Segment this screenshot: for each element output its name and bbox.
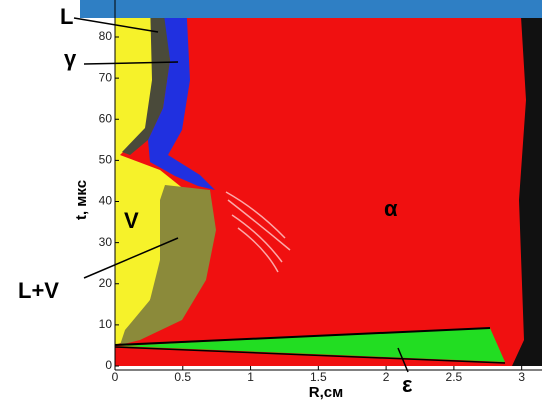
leader-line	[83, 237, 179, 279]
y-tick-label: 30	[99, 235, 113, 249]
annotation: ε	[402, 372, 413, 397]
streak	[237, 227, 279, 273]
y-tick-label: 0	[105, 358, 112, 372]
x-tick-label: 2.5	[446, 370, 463, 384]
annotation: α	[384, 196, 398, 221]
streaks	[225, 191, 291, 273]
y-tick-label: 50	[99, 153, 113, 167]
y-tick-label: 40	[99, 194, 113, 208]
streak	[225, 191, 286, 239]
x-tick-label: 0.5	[174, 370, 191, 384]
liquid-edge	[122, 0, 170, 155]
leader-line	[397, 347, 409, 373]
x-axis-label: R,см	[309, 384, 343, 401]
annotation: V	[124, 208, 139, 233]
header-bar	[80, 0, 542, 18]
boundary-line	[114, 346, 506, 364]
x-tick-label: 2	[383, 370, 390, 384]
phase-regions	[114, 0, 542, 366]
y-tick-label: 80	[99, 29, 113, 43]
annotation: L	[60, 4, 73, 29]
boundary-line	[114, 327, 491, 346]
streak	[227, 199, 291, 251]
right-black-region	[512, 0, 542, 366]
y-tick-label: 10	[99, 317, 113, 331]
leader-line	[73, 17, 159, 33]
x-tick-label: 3	[518, 370, 525, 384]
streak	[231, 214, 283, 263]
leader-line	[83, 61, 179, 65]
y-axis-label: t, мкс	[73, 180, 90, 220]
gamma-band	[148, 0, 215, 190]
annotation: γ	[64, 46, 77, 71]
x-tick-label: 1	[247, 370, 254, 384]
y-tick-label: 70	[99, 70, 113, 84]
y-tick-label: 60	[99, 111, 113, 125]
lv-region	[120, 185, 216, 345]
epsilon-region	[118, 328, 505, 362]
yellow-region	[115, 0, 185, 345]
x-tick-label: 0	[112, 370, 119, 384]
annotation: L+V	[18, 278, 59, 303]
y-tick-label: 20	[99, 276, 113, 290]
x-tick-label: 1.5	[310, 370, 327, 384]
